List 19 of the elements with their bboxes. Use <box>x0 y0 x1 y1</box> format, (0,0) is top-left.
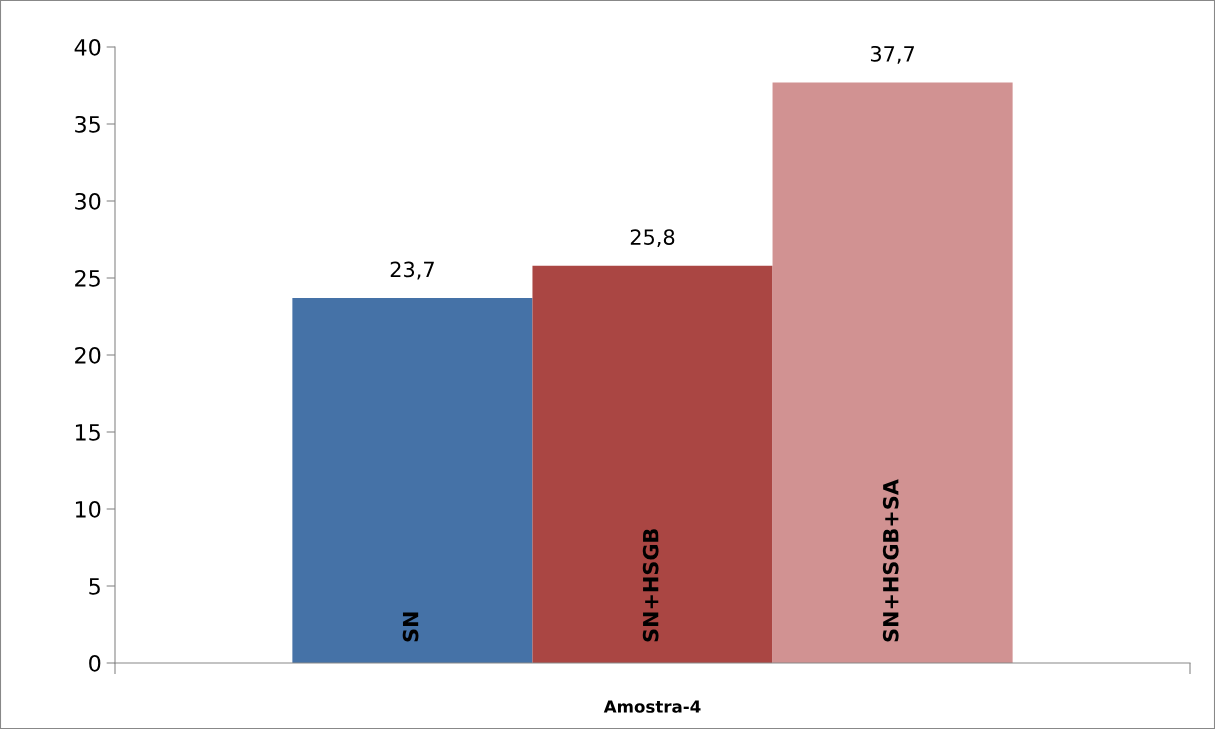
y-tick-label: 5 <box>89 578 100 595</box>
data-label: 37,7 <box>870 45 914 64</box>
series-label: SN+HSGB <box>642 529 659 642</box>
y-tick-label: 25 <box>75 269 100 287</box>
y-tick-label: 35 <box>75 115 100 133</box>
bar <box>292 298 533 663</box>
y-tick-label: 40 <box>74 38 101 56</box>
y-tick-label: 0 <box>89 654 101 672</box>
y-tick-label: 30 <box>75 192 101 210</box>
bar <box>772 82 1013 663</box>
data-label: 23,7 <box>390 261 434 280</box>
series-label: SN <box>402 612 419 642</box>
bar <box>532 265 773 663</box>
data-label: 25,8 <box>630 229 675 248</box>
y-tick-label: 10 <box>75 500 101 518</box>
x-tick-label: Amostra-4 <box>603 700 701 713</box>
y-tick-label: 15 <box>75 424 100 441</box>
y-tick-label: 20 <box>75 346 101 364</box>
series-label: SN+HSGB+SA <box>882 479 899 642</box>
